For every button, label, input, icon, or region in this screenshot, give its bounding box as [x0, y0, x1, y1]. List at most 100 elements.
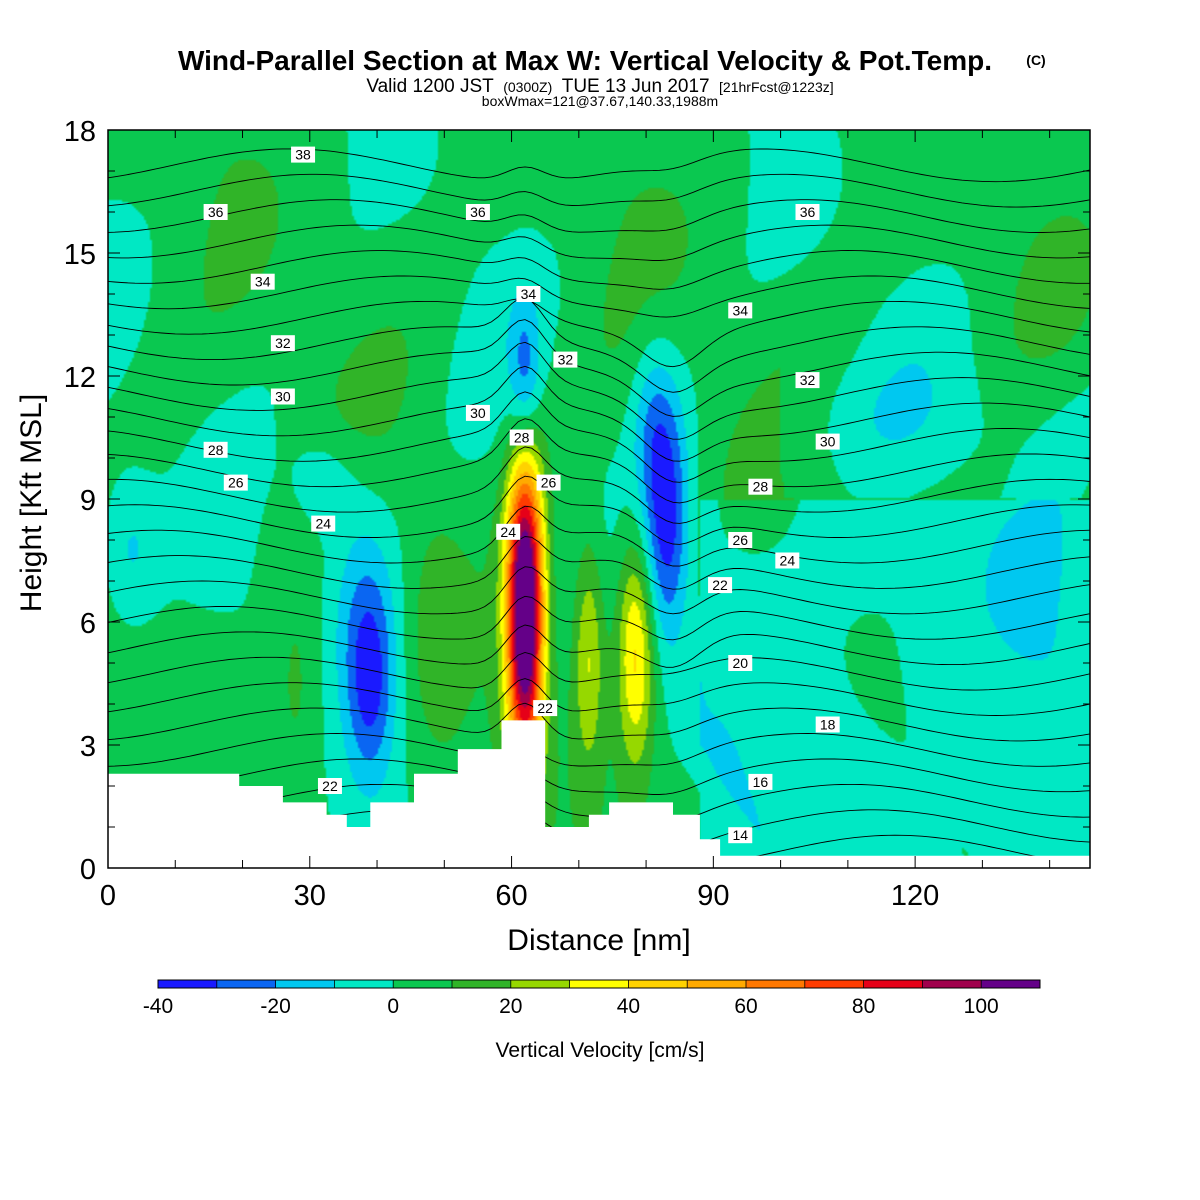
- isentrope-label: 26: [223, 474, 248, 491]
- valid-date: TUE 13 Jun 2017: [562, 76, 710, 97]
- colorbar-swatch: [216, 980, 277, 988]
- y-tick-label: 9: [80, 485, 96, 517]
- isentrope-line: [108, 148, 1090, 183]
- isentrope-line: [108, 391, 1090, 483]
- isentrope-line: [108, 595, 1090, 641]
- colorbar-tick-label: -40: [143, 995, 173, 1018]
- colorbar-swatch: [452, 980, 512, 988]
- isentrope-label-text: 34: [255, 274, 271, 290]
- isentrope-labels: 38 36 36 36 34 34 34 32 32 32 30 30 30 28 28 28 26 26 26 24…: [203, 146, 840, 844]
- isentrope-label-text: 30: [275, 389, 291, 405]
- isentrope-line: [108, 566, 1090, 615]
- isentrope-label-text: 36: [800, 204, 816, 220]
- isentrope-label: 14: [728, 827, 753, 844]
- isentrope-line: [108, 733, 1090, 767]
- isentrope-label-text: 32: [800, 372, 816, 388]
- colorbar-title: Vertical Velocity [cm/s]: [496, 1039, 705, 1062]
- isentrope-label: 38: [291, 146, 316, 163]
- x-tick-label: 120: [891, 880, 939, 912]
- isentrope-label-text: 28: [514, 430, 530, 446]
- valid-time-line: Valid 1200 JST (0300Z) TUE 13 Jun 2017 […: [366, 76, 833, 97]
- isentrope-label-text: 28: [208, 442, 224, 458]
- colorbar-tick-label: 100: [964, 995, 999, 1018]
- isentrope-label: 34: [250, 273, 275, 290]
- isentrope-label: 22: [533, 700, 558, 717]
- isentrope-line: [108, 536, 1090, 590]
- isentrope-label: 34: [516, 286, 541, 302]
- isentrope-label: 22: [708, 577, 733, 594]
- isentrope-label: 36: [465, 204, 490, 220]
- colorbar: [157, 979, 1041, 989]
- isentrope-label: 32: [553, 351, 578, 368]
- isentrope-line: [108, 475, 1090, 545]
- colorbar-swatch: [510, 980, 571, 988]
- colorbar-swatch: [804, 980, 865, 988]
- isentrope-label: 30: [815, 433, 840, 450]
- isentrope-label-text: 24: [780, 553, 796, 569]
- isentrope-label: 18: [815, 716, 840, 733]
- isentrope-label-text: 26: [228, 475, 244, 491]
- isentrope-label-text: 22: [537, 700, 553, 716]
- valid-utc: (0300Z): [503, 79, 552, 95]
- isentrope-line: [108, 275, 1090, 318]
- terrain-mask: [108, 720, 1090, 868]
- isentrope-line: [108, 297, 1090, 393]
- isentrope-line: [108, 319, 1090, 417]
- chart-title: Wind-Parallel Section at Max W: Vertical…: [178, 45, 992, 76]
- isentrope-label: 24: [775, 552, 800, 569]
- isentrope-label-text: 24: [500, 524, 516, 540]
- isentrope-label-text: 36: [470, 204, 486, 220]
- forecast-info: [21hrFcst@1223z]: [719, 79, 834, 95]
- y-tick-label: 12: [64, 362, 96, 394]
- valid-prefix: Valid 1200 JST: [366, 76, 494, 97]
- colorbar-tick-label: 40: [617, 995, 640, 1018]
- isentrope-label-text: 32: [558, 352, 574, 368]
- isentrope-line: [108, 505, 1090, 567]
- isentrope-line: [108, 418, 1090, 504]
- isentrope-label-text: 30: [820, 434, 836, 450]
- isentrope-label-text: 32: [275, 335, 291, 351]
- isentrope-line: [108, 446, 1090, 524]
- colorbar-swatch: [687, 980, 747, 988]
- vertical-velocity-field: [108, 130, 1090, 868]
- isentrope-line: [108, 678, 1090, 716]
- colorbar-swatch: [863, 980, 923, 988]
- isentrope-label-text: 26: [541, 475, 557, 491]
- x-tick-label: 60: [495, 880, 527, 912]
- isentrope-label-text: 16: [753, 774, 769, 790]
- isentrope-line: [108, 224, 1090, 261]
- colorbar-swatch: [981, 980, 1041, 988]
- x-tick-label: 90: [697, 880, 729, 912]
- isentrope-label: 32: [270, 335, 295, 352]
- isentrope-label-text: 28: [753, 479, 769, 495]
- isentrope-label: 24: [311, 515, 336, 532]
- colorbar-swatch: [922, 980, 982, 988]
- isentrope-label: 26: [536, 474, 561, 491]
- colorbar-tick-label: 60: [734, 995, 757, 1018]
- colorbar-swatch: [569, 980, 629, 988]
- y-tick-label: 3: [80, 731, 96, 763]
- isentrope-label-text: 18: [820, 717, 836, 733]
- colorbar-tick-label: 0: [387, 995, 399, 1018]
- box-max-info: boxWmax=121@37.67,140.33,1988m: [482, 93, 718, 109]
- copyright-mark: (C): [1026, 52, 1045, 68]
- isentrope-line: [108, 173, 1090, 208]
- isentrope-label-text: 24: [315, 516, 331, 532]
- isentrope-label: 26: [728, 532, 753, 548]
- colorbar-swatch: [275, 980, 335, 988]
- isentrope-label: 24: [496, 523, 521, 540]
- isentrope-line: [108, 199, 1090, 233]
- isentrope-label: 30: [465, 404, 490, 421]
- y-tick-label: 15: [64, 239, 96, 271]
- isentrope-label: 20: [728, 655, 753, 671]
- isentrope-line: [108, 702, 1090, 742]
- isentrope-line: [108, 298, 1090, 368]
- isentrope-label: 36: [203, 204, 228, 220]
- isentrope-label: 28: [748, 478, 773, 495]
- plot-area: 38 36 36 36 34 34 34 32 32 32 30 30 30 28 28 28 26 26 26 24…: [108, 130, 1090, 868]
- isentrope-line: [108, 758, 1090, 795]
- isentrope-line: [108, 652, 1090, 691]
- y-axis-label: Height [Kft MSL]: [15, 394, 48, 612]
